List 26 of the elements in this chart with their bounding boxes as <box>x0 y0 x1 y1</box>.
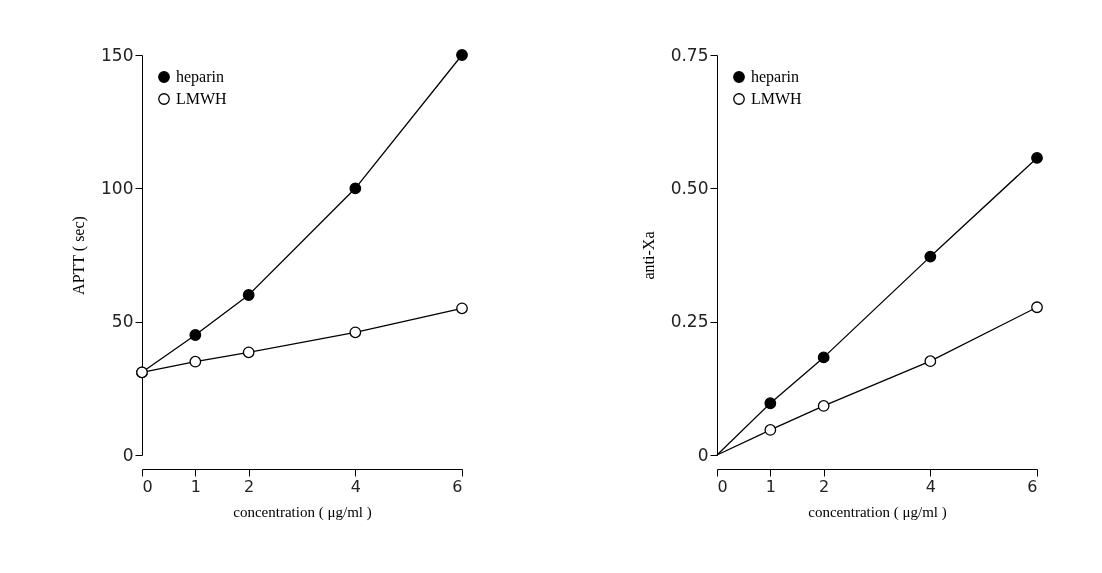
x-tick-label: 0 <box>142 476 153 496</box>
y-tick-label: 150 <box>101 44 134 65</box>
y-tick-label: 0.25 <box>670 311 709 332</box>
x-axis-title: concentration ( μg/ml ) <box>233 503 372 521</box>
x-tick-label: 2 <box>244 476 255 496</box>
x-axis-title: concentration ( μg/ml ) <box>808 503 947 521</box>
x-tick-label: 0 <box>717 476 728 496</box>
x-tick-label: 1 <box>190 476 201 496</box>
y-tick-label: 0.75 <box>670 44 709 65</box>
y-axis-title: anti-Xa <box>639 231 657 280</box>
legend-label: LMWH <box>176 90 228 107</box>
x-tick-label: 4 <box>925 476 936 496</box>
y-axis-title: APTT ( sec) <box>70 216 89 295</box>
x-tick-label: 6 <box>1027 476 1038 496</box>
x-tick-label: 6 <box>452 476 463 496</box>
legend-label: heparin <box>751 68 799 86</box>
y-tick-label: 0 <box>122 444 134 465</box>
x-tick-label: 2 <box>819 476 830 496</box>
y-tick-label: 0 <box>697 444 709 465</box>
y-tick-label: 100 <box>101 177 134 198</box>
x-tick-label: 4 <box>350 476 361 496</box>
y-tick-label: 50 <box>111 311 134 332</box>
legend-label: LMWH <box>751 90 803 107</box>
legend-label: heparin <box>176 68 224 86</box>
y-tick-label: 0.50 <box>670 177 709 198</box>
x-tick-label: 1 <box>765 476 776 496</box>
